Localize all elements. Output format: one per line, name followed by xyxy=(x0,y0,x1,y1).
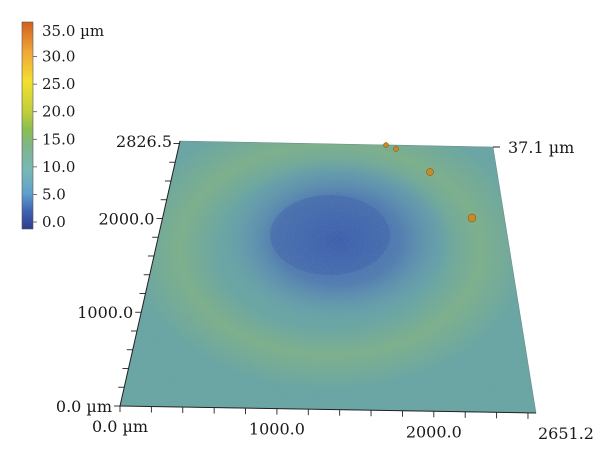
x-axis-label: 0.0 µm xyxy=(92,417,148,436)
x-axis-label: 2000.0 xyxy=(406,422,462,441)
x-axis-line xyxy=(119,405,537,414)
x-axis-ticks xyxy=(119,406,529,419)
surface-particle xyxy=(393,146,399,152)
colorbar: 35.0 µm 30.0 25.0 20.0 15.0 10.0 5.0 0.0 xyxy=(21,21,104,231)
colorbar-title: 35.0 µm xyxy=(42,22,104,40)
y-axis-label: 2000.0 xyxy=(98,209,154,228)
y-axis-label: 0.0 µm xyxy=(56,397,112,416)
surface-particle xyxy=(426,168,434,176)
colorbar-label: 25.0 xyxy=(42,75,75,93)
colorbar-scale xyxy=(21,21,34,230)
colorbar-label: 0.0 xyxy=(42,213,66,231)
x-axis-labels: 0.0 µm 1000.0 2000.0 2651.2 xyxy=(92,417,594,443)
colorbar-label: 15.0 xyxy=(42,130,75,148)
colorbar-labels: 30.0 25.0 20.0 15.0 10.0 5.0 0.0 xyxy=(42,48,75,231)
surface-particle xyxy=(383,142,389,148)
y-axis-labels: 0.0 µm 1000.0 2000.0 2826.5 xyxy=(56,132,172,416)
colorbar-ticks xyxy=(33,56,37,223)
y-axis-label: 2826.5 xyxy=(116,132,172,151)
colorbar-label: 30.0 xyxy=(42,48,75,66)
colorbar-label: 20.0 xyxy=(42,103,75,121)
surface-particle xyxy=(467,213,477,223)
x-axis-label: 1000.0 xyxy=(249,420,305,439)
z-axis-label: 37.1 µm xyxy=(508,138,574,157)
y-axis-label: 1000.0 xyxy=(77,303,133,322)
axes: 0.0 µm 1000.0 2000.0 2826.5 0.0 µm 1000.0 200… xyxy=(56,132,594,443)
x-axis-label: 2651.2 xyxy=(538,424,594,443)
colorbar-label: 5.0 xyxy=(42,185,66,203)
surface-texture xyxy=(120,141,536,413)
colorbar-label: 10.0 xyxy=(42,158,75,176)
surface-plot xyxy=(119,140,537,414)
y-axis-line xyxy=(119,140,181,407)
surface-features xyxy=(120,141,536,413)
surface-particles xyxy=(383,142,477,223)
y-axis-ticks xyxy=(114,143,180,407)
